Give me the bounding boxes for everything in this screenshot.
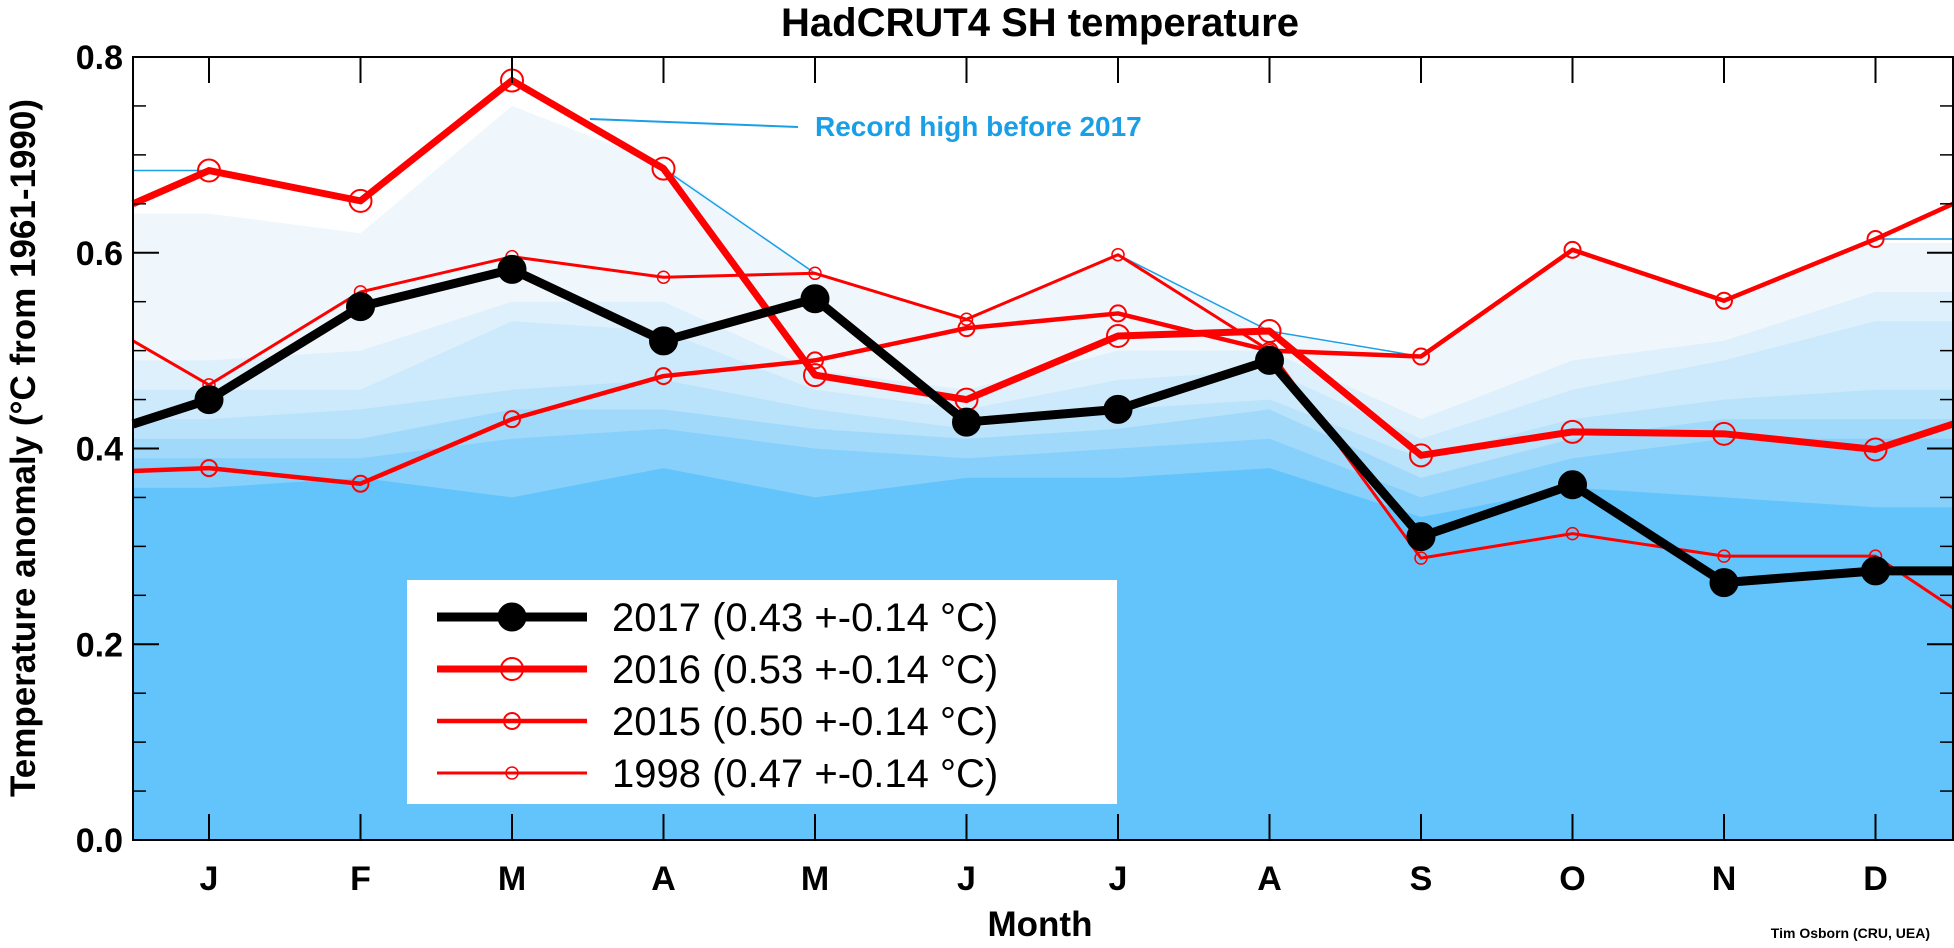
point-2015-6 bbox=[957, 319, 976, 338]
series-line-1998 bbox=[132, 253, 1954, 610]
point-2017-9 bbox=[1406, 522, 1436, 552]
y-tick-label: 0.8 bbox=[76, 39, 123, 77]
series-line-2016 bbox=[131, 76, 1954, 459]
point-2017-5 bbox=[800, 284, 830, 314]
series-2016 bbox=[131, 68, 1954, 468]
series-2017 bbox=[131, 254, 1953, 598]
point-2016-1 bbox=[197, 158, 221, 183]
point-2015-12 bbox=[1866, 230, 1885, 249]
point-1998-10 bbox=[1565, 526, 1580, 541]
y-axis-label: Temperature anomaly (°C from 1961-1990) bbox=[4, 99, 43, 797]
y-axis: 0.0 0.2 0.4 0.6 0.8 bbox=[76, 39, 1953, 860]
chart-title: HadCRUT4 SH temperature bbox=[781, 1, 1299, 45]
annotation-record-high: Record high before 2017 bbox=[815, 111, 1142, 142]
point-2016-9 bbox=[1409, 443, 1433, 468]
point-2017-4 bbox=[649, 326, 678, 356]
x-tick-label: F bbox=[350, 860, 371, 898]
point-2017-6 bbox=[952, 407, 981, 437]
x-tick-label: J bbox=[957, 860, 976, 898]
point-2015-2 bbox=[351, 474, 370, 493]
y-tick-label: 0.6 bbox=[76, 235, 123, 273]
legend-item-2016: 2016 (0.53 +-0.14 °C) bbox=[437, 648, 998, 692]
legend-marker-2016 bbox=[500, 657, 524, 681]
series-lines bbox=[131, 68, 1954, 610]
y-tick-label: 0.4 bbox=[76, 431, 123, 469]
legend-item-1998: 1998 (0.47 +-0.14 °C) bbox=[437, 752, 998, 796]
point-2015-11 bbox=[1715, 291, 1733, 310]
point-2015-1 bbox=[200, 459, 218, 478]
series-line-2015 bbox=[132, 201, 1954, 486]
point-2017-2 bbox=[346, 292, 375, 322]
point-2015-4 bbox=[654, 367, 673, 386]
x-tick-label: M bbox=[801, 860, 829, 898]
x-tick-label: J bbox=[200, 860, 219, 898]
legend: 2017 (0.43 +-0.14 °C) 2016 (0.53 +-0.14 °… bbox=[407, 580, 1117, 804]
point-1998-11 bbox=[1717, 549, 1731, 563]
x-tick-label: A bbox=[1257, 860, 1282, 898]
point-2015-10 bbox=[1563, 240, 1582, 259]
annotation-pointer bbox=[589, 118, 799, 128]
x-tick-label: A bbox=[651, 860, 676, 898]
legend-label-2015: 2015 (0.50 +-0.14 °C) bbox=[612, 700, 998, 744]
point-2017-11 bbox=[1709, 568, 1739, 598]
point-2016-7 bbox=[1106, 323, 1130, 348]
point-2016-5 bbox=[803, 363, 827, 388]
y-tick-label: 0.0 bbox=[76, 822, 123, 860]
point-1998-5 bbox=[808, 266, 822, 281]
point-2015-9 bbox=[1412, 347, 1430, 366]
x-axis-label: Month bbox=[988, 905, 1093, 944]
x-tick-label: J bbox=[1109, 860, 1128, 898]
legend-label-2016: 2016 (0.53 +-0.14 °C) bbox=[612, 648, 998, 692]
point-2016-4 bbox=[651, 156, 676, 181]
legend-marker-1998 bbox=[505, 766, 519, 780]
point-1998-4 bbox=[656, 270, 671, 284]
legend-item-2015: 2015 (0.50 +-0.14 °C) bbox=[437, 700, 998, 744]
point-2017-12 bbox=[1861, 556, 1890, 586]
legend-marker-2017 bbox=[497, 602, 527, 632]
point-2016-11 bbox=[1712, 421, 1736, 446]
point-2017-3 bbox=[497, 254, 527, 284]
point-2016-2 bbox=[348, 188, 373, 213]
point-1998-6 bbox=[959, 312, 974, 327]
point-2015-3 bbox=[503, 410, 521, 429]
x-tick-label: M bbox=[498, 860, 526, 898]
point-2016-12 bbox=[1863, 437, 1888, 462]
y-tick-label: 0.2 bbox=[76, 626, 123, 664]
credit-text: Tim Osborn (CRU, UEA) bbox=[1771, 925, 1930, 941]
x-tick-label: O bbox=[1559, 860, 1585, 898]
x-tick-label: N bbox=[1712, 860, 1737, 898]
point-2015-7 bbox=[1109, 304, 1127, 323]
point-2017-10 bbox=[1558, 470, 1587, 500]
series-line-2017 bbox=[131, 264, 1953, 588]
point-2016-8 bbox=[1257, 319, 1282, 344]
legend-label-2017: 2017 (0.43 +-0.14 °C) bbox=[612, 596, 998, 640]
point-1998-9 bbox=[1414, 551, 1428, 565]
x-tick-label: S bbox=[1410, 860, 1433, 898]
point-2017-1 bbox=[194, 385, 224, 415]
legend-marker-2015 bbox=[503, 712, 521, 730]
point-2016-10 bbox=[1560, 419, 1585, 444]
point-2017-7 bbox=[1103, 394, 1133, 424]
point-2017-8 bbox=[1255, 345, 1284, 375]
point-1998-7 bbox=[1111, 247, 1125, 262]
x-tick-label: D bbox=[1863, 860, 1888, 898]
legend-item-2017: 2017 (0.43 +-0.14 °C) bbox=[437, 596, 998, 640]
legend-label-1998: 1998 (0.47 +-0.14 °C) bbox=[612, 752, 998, 796]
